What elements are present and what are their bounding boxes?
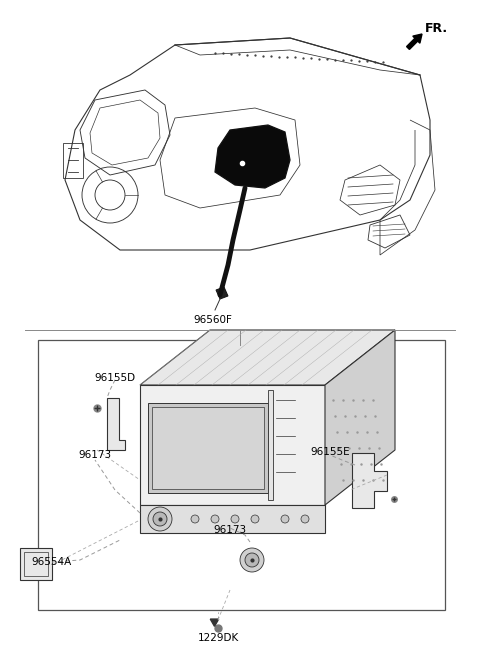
Circle shape — [251, 515, 259, 523]
Bar — [140, 505, 325, 533]
Text: FR.: FR. — [425, 22, 448, 35]
Circle shape — [148, 507, 172, 531]
Circle shape — [240, 548, 264, 572]
Polygon shape — [352, 453, 387, 508]
Bar — [63, 143, 83, 178]
Polygon shape — [140, 330, 395, 385]
Bar — [24, 552, 48, 576]
Polygon shape — [325, 330, 395, 505]
Circle shape — [211, 515, 219, 523]
Bar — [38, 340, 445, 610]
Bar — [152, 407, 264, 489]
Polygon shape — [107, 398, 125, 450]
Circle shape — [153, 512, 167, 526]
Text: 96560F: 96560F — [193, 315, 232, 325]
Circle shape — [191, 515, 199, 523]
Text: 96155E: 96155E — [310, 447, 350, 457]
Polygon shape — [215, 125, 290, 188]
Polygon shape — [216, 287, 228, 299]
Text: 1229DK: 1229DK — [197, 633, 239, 643]
Circle shape — [231, 515, 239, 523]
Bar — [140, 385, 325, 505]
Bar — [148, 403, 268, 493]
Circle shape — [301, 515, 309, 523]
Circle shape — [245, 553, 259, 567]
Text: 96173: 96173 — [214, 525, 247, 535]
Text: 96155D: 96155D — [95, 373, 135, 383]
FancyArrow shape — [407, 34, 422, 50]
Text: 96554A: 96554A — [32, 557, 72, 567]
Bar — [20, 548, 52, 580]
Circle shape — [281, 515, 289, 523]
Text: 96173: 96173 — [78, 450, 111, 460]
Bar — [268, 390, 273, 500]
